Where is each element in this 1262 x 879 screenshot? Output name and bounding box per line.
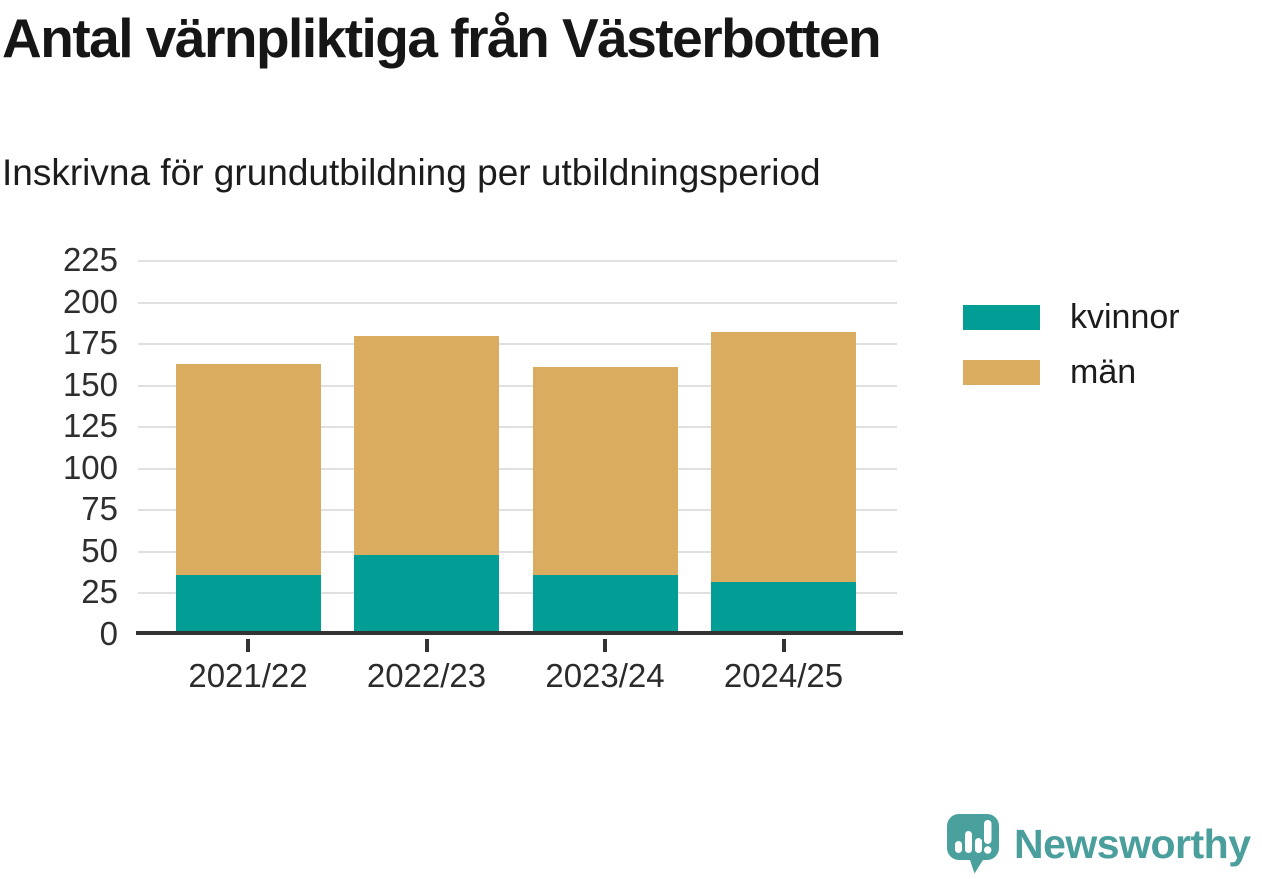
x-tick-label-2024/25: 2024/25 [723, 657, 844, 694]
y-tick-label-100: 100 [62, 448, 118, 486]
y-tick-label-125: 125 [62, 407, 118, 445]
bar-segment-man-2021/22 [175, 364, 321, 576]
bar-segment-man-2022/23 [354, 335, 499, 556]
chart-subtitle: Inskrivna för grundutbildning per utbild… [2, 152, 821, 193]
y-tick-label-0: 0 [99, 615, 118, 652]
legend: kvinnor män [963, 298, 1253, 425]
bar-2021/22 [175, 364, 321, 635]
newsworthy-logo-icon [947, 814, 999, 874]
x-tick-label-2023/24: 2023/24 [545, 657, 665, 694]
gridline-50 [138, 550, 897, 553]
gridline-75 [138, 509, 897, 512]
y-tick-label-225: 225 [62, 241, 118, 278]
bar-segment-man-2024/25 [711, 332, 856, 582]
brand-footer: Newsworthy [946, 812, 1258, 876]
legend-item-man: män [963, 353, 1137, 391]
gridline-225 [138, 260, 897, 262]
bar-2024/25 [711, 332, 856, 635]
y-tick-label-50: 50 [81, 531, 118, 569]
bar-2023/24 [532, 367, 678, 635]
legend-item-kvinnor: kvinnor [963, 298, 1180, 336]
brand-name: Newsworthy [1014, 821, 1251, 867]
chart-title: Antal värnpliktiga från Västerbotten [2, 7, 882, 69]
x-tick-label-2021/22: 2021/22 [188, 657, 308, 694]
x-tick-2022/23 [424, 639, 429, 652]
gridline-200 [138, 301, 897, 304]
bar-2022/23 [354, 335, 499, 635]
chart-area: 0 25 50 75 100 125 150 175 200 225 2021/22 2022/23… [0, 240, 1262, 710]
legend-swatch-man [963, 360, 1040, 385]
bar-segment-kvinnor-2024/25 [711, 581, 856, 635]
y-tick-label-75: 75 [81, 490, 118, 528]
legend-swatch-kvinnor [963, 305, 1040, 330]
y-tick-label-175: 175 [62, 324, 118, 362]
legend-label-kvinnor: kvinnor [1070, 298, 1180, 336]
y-tick-label-25: 25 [81, 573, 118, 611]
gridline-25 [138, 592, 897, 595]
x-tick-2021/22 [246, 639, 250, 652]
x-tick-label-2022/23: 2022/23 [366, 657, 487, 694]
gridline-150 [138, 384, 897, 387]
bar-segment-kvinnor-2023/24 [532, 575, 678, 635]
x-tick-2023/24 [603, 639, 607, 652]
y-tick-label-150: 150 [62, 365, 118, 403]
x-tick-2024/25 [781, 639, 786, 652]
bar-segment-kvinnor-2022/23 [354, 555, 499, 635]
gridline-175 [138, 343, 897, 346]
bar-segment-man-2023/24 [532, 367, 678, 576]
gridline-100 [138, 467, 897, 470]
legend-label-man: män [1070, 353, 1137, 391]
x-axis-line [136, 631, 903, 635]
bar-segment-kvinnor-2021/22 [175, 575, 321, 635]
gridline-125 [138, 426, 897, 429]
y-tick-label-200: 200 [62, 282, 118, 320]
